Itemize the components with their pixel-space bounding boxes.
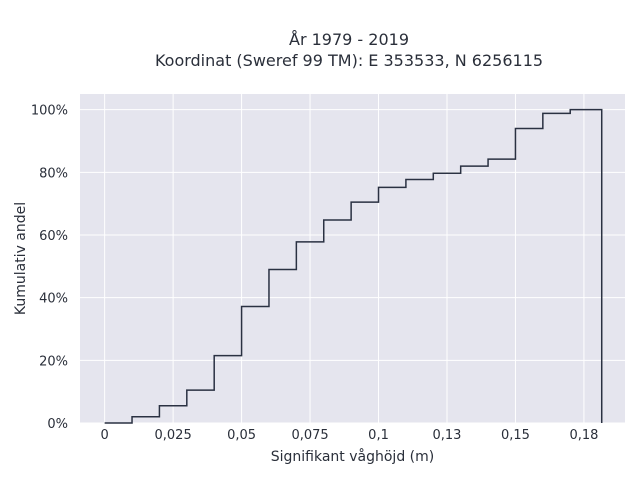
y-tick-label: 40%: [39, 292, 68, 307]
chart-title: År 1979 - 2019 Koordinat (Sweref 99 TM): …: [155, 30, 543, 70]
chart-title-line: År 1979 - 2019: [289, 30, 409, 49]
series: [104, 108, 603, 424]
y-axis-ticks: 0% 20% 40% 60% 80% 100%: [31, 104, 68, 432]
y-tick-label: 20%: [39, 354, 68, 369]
y-tick-label: 80%: [39, 166, 68, 181]
cumulative-step-line: [104, 108, 603, 424]
x-tick-label: 0: [101, 428, 109, 443]
y-tick-label: 100%: [31, 104, 68, 119]
y-axis-label: Kumulativ andel: [13, 202, 29, 315]
x-tick-label: 0,15: [501, 428, 530, 443]
x-tick-label: 0,075: [291, 428, 328, 443]
x-tick-label: 0,1: [368, 428, 389, 443]
x-axis-label: Signifikant våghöjd (m): [271, 448, 434, 465]
y-tick-label: 60%: [39, 229, 68, 244]
y-tick-label: 0%: [47, 417, 68, 432]
x-tick-label: 0,18: [569, 428, 598, 443]
x-tick-label: 0,13: [433, 428, 462, 443]
chart-title-line: Koordinat (Sweref 99 TM): E 353533, N 62…: [155, 51, 543, 70]
x-tick-label: 0,05: [227, 428, 256, 443]
grid: [80, 94, 625, 424]
x-axis-ticks: 0 0,025 0,05 0,075 0,1 0,13 0,15 0,18: [101, 428, 599, 443]
x-tick-label: 0,025: [155, 428, 192, 443]
plot-area: [80, 94, 625, 423]
